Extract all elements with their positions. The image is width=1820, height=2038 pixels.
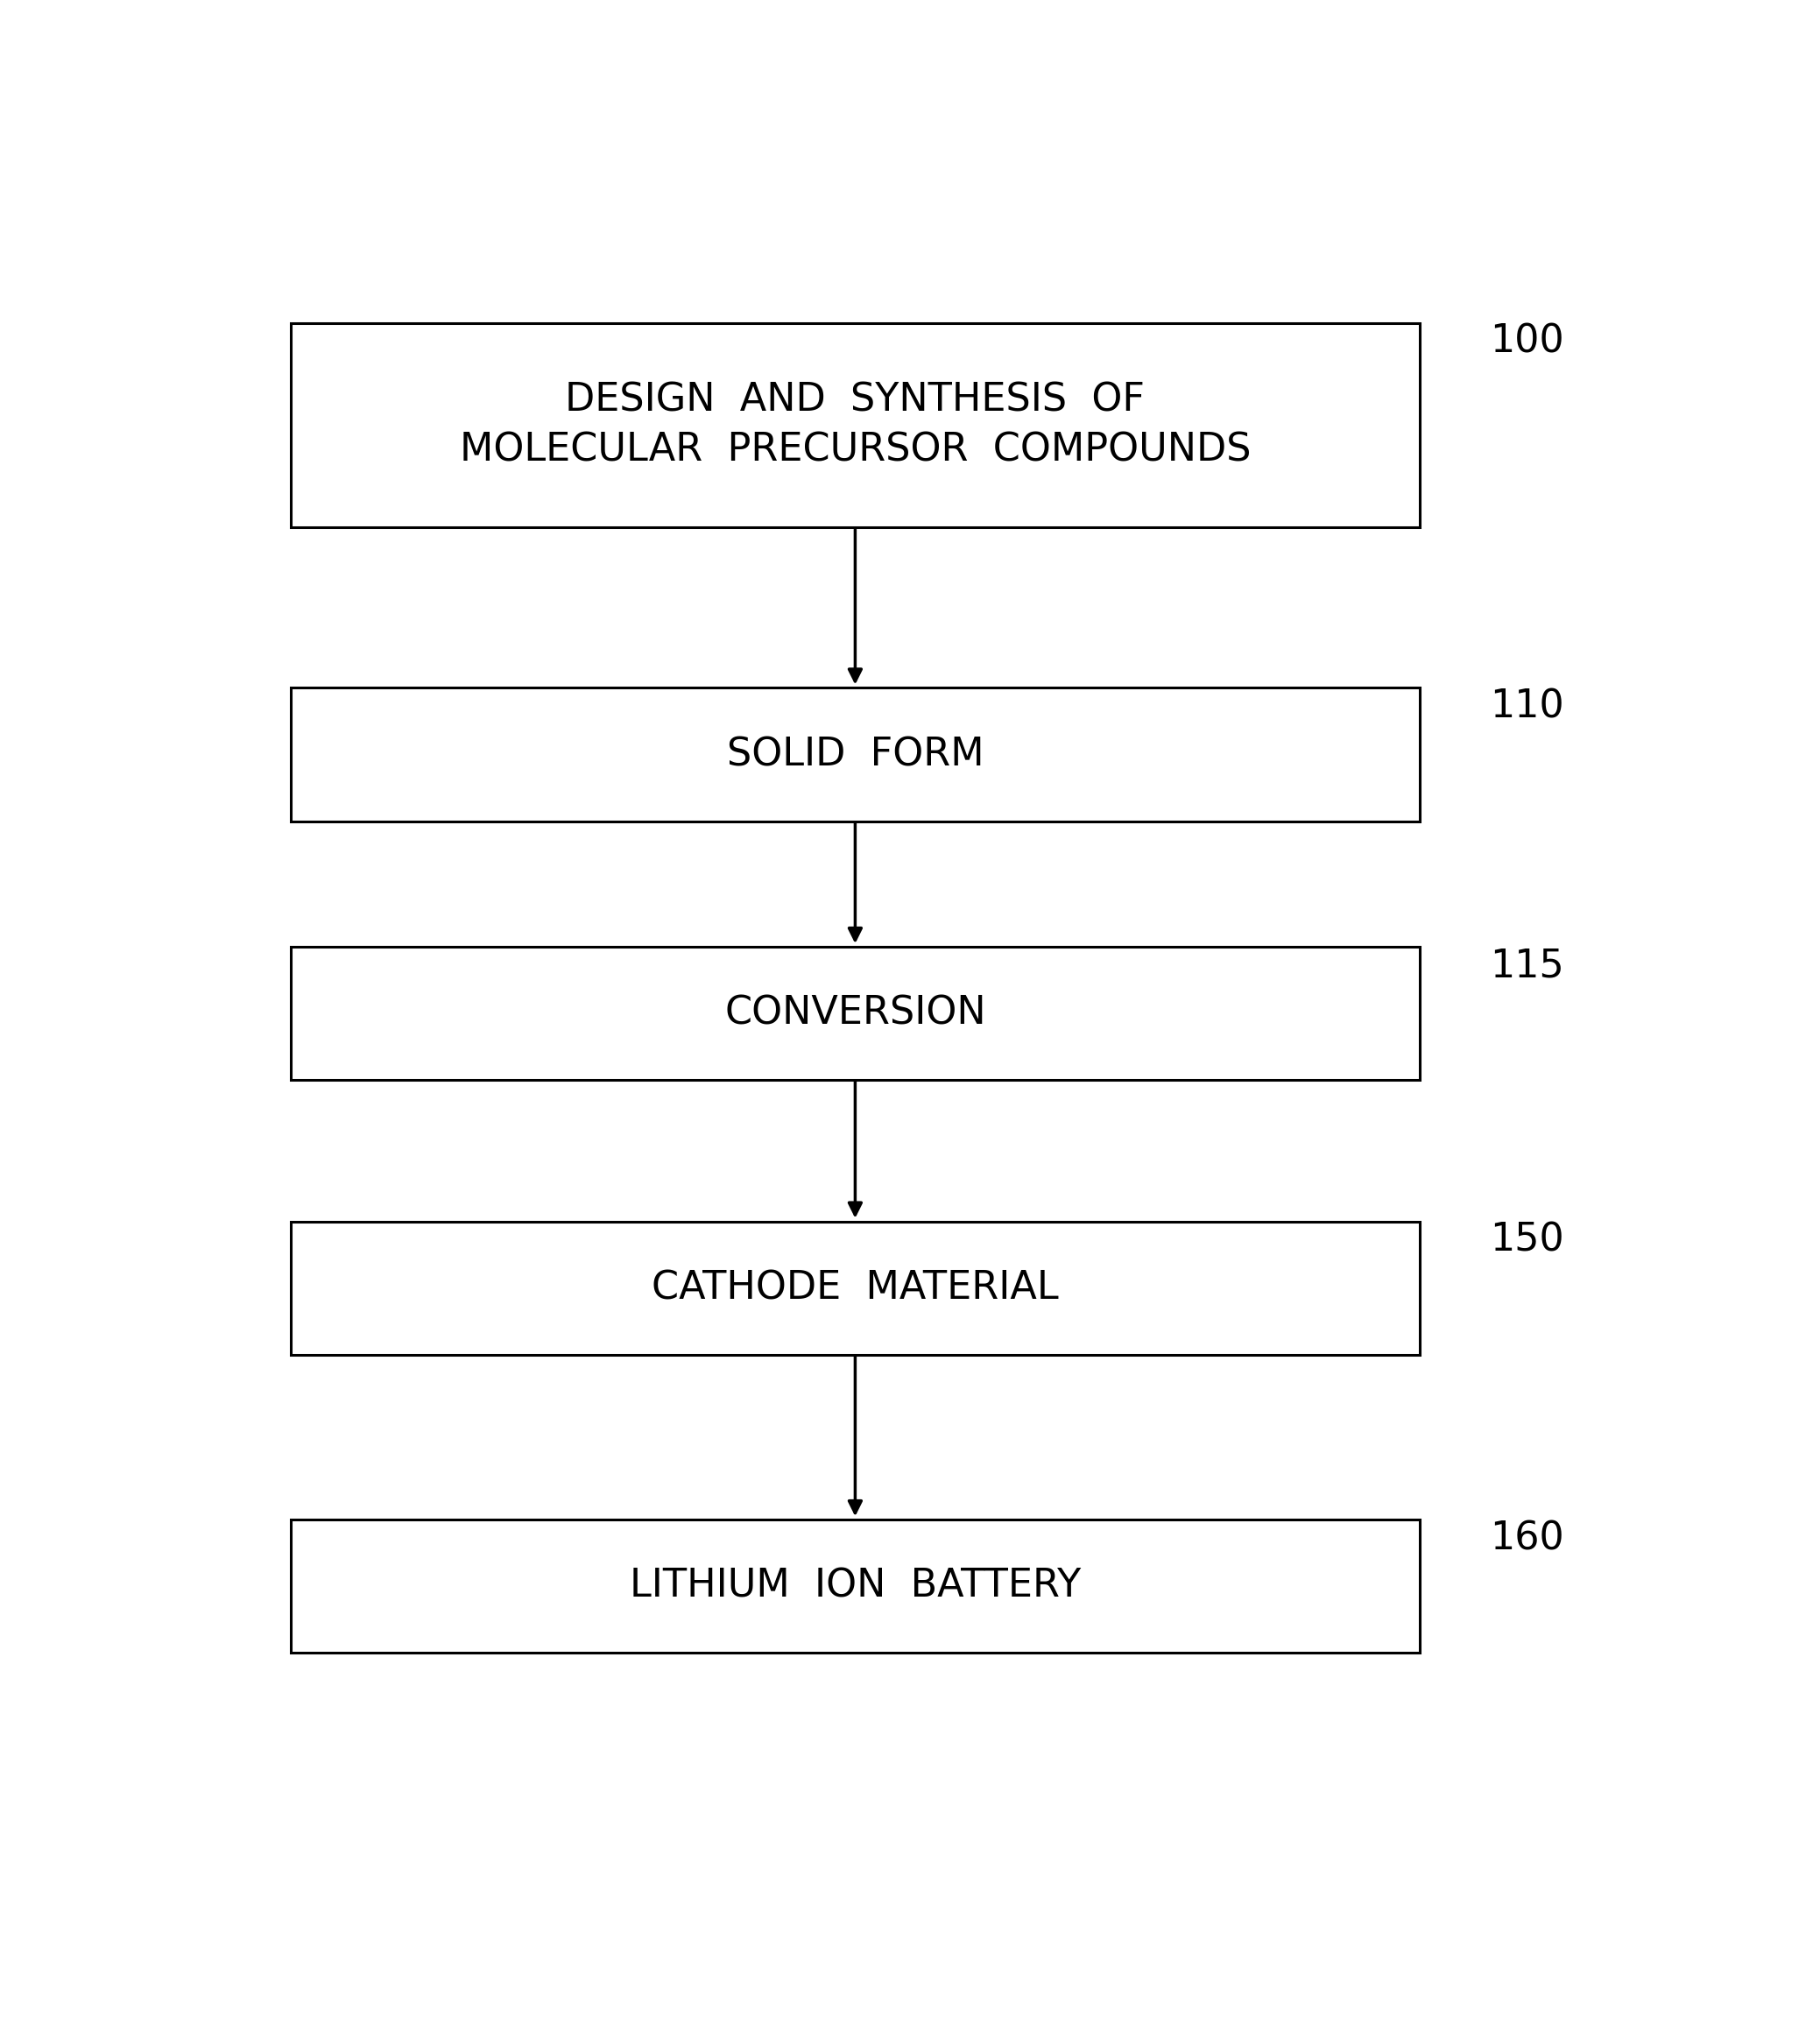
Text: 110: 110 <box>1491 689 1563 726</box>
Text: SOLID  FORM: SOLID FORM <box>726 736 985 772</box>
Text: 115: 115 <box>1491 948 1563 984</box>
Bar <box>291 322 1420 528</box>
Text: CONVERSION: CONVERSION <box>724 995 986 1033</box>
Bar <box>291 689 1420 821</box>
Text: DESIGN  AND  SYNTHESIS  OF
MOLECULAR  PRECURSOR  COMPOUNDS: DESIGN AND SYNTHESIS OF MOLECULAR PRECUR… <box>459 381 1250 469</box>
Bar <box>291 1221 1420 1355</box>
Bar <box>291 1520 1420 1653</box>
Bar <box>291 948 1420 1080</box>
Text: CATHODE  MATERIAL: CATHODE MATERIAL <box>652 1270 1059 1306</box>
Text: 150: 150 <box>1491 1221 1563 1259</box>
Text: LITHIUM  ION  BATTERY: LITHIUM ION BATTERY <box>630 1567 1081 1606</box>
Text: 160: 160 <box>1491 1520 1563 1557</box>
Text: 100: 100 <box>1491 322 1563 361</box>
